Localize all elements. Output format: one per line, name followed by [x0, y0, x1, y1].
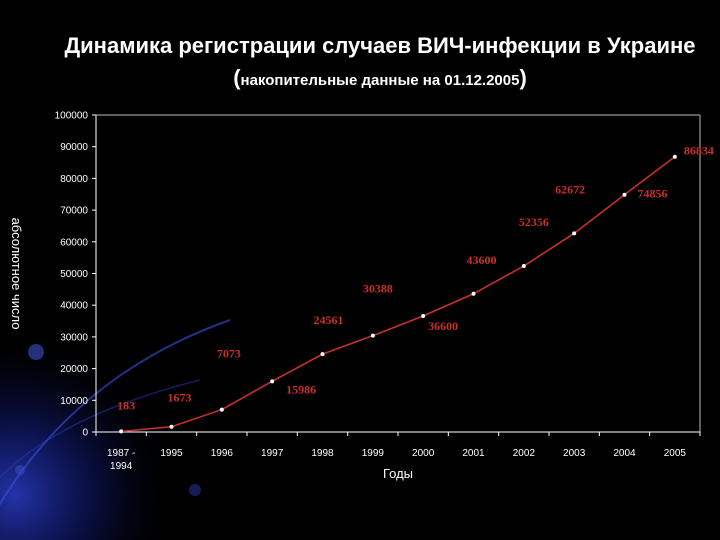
y-tick-label: 90000 [60, 142, 88, 153]
data-point [169, 424, 174, 429]
data-point [270, 379, 275, 384]
data-label: 52356 [519, 215, 549, 229]
data-point [471, 291, 476, 296]
data-point [219, 407, 224, 412]
chart-title-close: ) [519, 65, 527, 90]
data-point [320, 352, 325, 357]
data-labels: 183 1673 7073 15986 24561 30388 36600 43600 5235… [117, 144, 714, 413]
data-point [622, 192, 627, 197]
x-tick-label: 2001 [462, 448, 485, 459]
x-tick-label: 2002 [513, 448, 536, 459]
x-tick-label: 2004 [613, 448, 636, 459]
y-tick-label: 0 [82, 428, 88, 439]
data-label: 24561 [314, 313, 344, 327]
data-label: 36600 [428, 319, 458, 333]
x-tick-label: 2000 [412, 448, 435, 459]
x-tick-label: 1998 [311, 448, 334, 459]
x-tick-label: 2003 [563, 448, 586, 459]
y-tick-label: 30000 [60, 332, 88, 343]
data-label: 183 [117, 398, 135, 412]
axes [92, 114, 701, 436]
data-label: 15986 [286, 382, 316, 396]
data-label: 62672 [555, 182, 585, 196]
tick-labels: 0 10000 20000 30000 40000 50000 60000 70000 8000… [55, 111, 687, 473]
chart-title-main: Динамика регистрации случаев ВИЧ-инфекци… [64, 33, 696, 90]
data-label: 30388 [363, 282, 393, 296]
x-axis-title: Годы [383, 466, 413, 481]
data-label: 86834 [684, 144, 714, 158]
x-tick-label: 1999 [362, 448, 385, 459]
y-axis-title: абсолютное число [9, 218, 24, 330]
y-tick-label: 100000 [55, 111, 89, 122]
chart-title: Динамика регистрации случаев ВИЧ-инфекци… [60, 30, 700, 97]
y-tick-label: 50000 [60, 269, 88, 280]
data-label: 74856 [638, 187, 668, 201]
chart-title-date: накопительные данные на 01.12.2005 [240, 72, 520, 89]
y-tick-label: 80000 [60, 174, 88, 185]
data-point [672, 154, 677, 159]
x-tick-label: 1987 -1994 [107, 448, 135, 472]
x-tick-label: 2005 [664, 448, 687, 459]
y-tick-label: 70000 [60, 206, 88, 217]
data-point [370, 333, 375, 338]
series-line [119, 154, 677, 434]
data-point [572, 231, 577, 236]
x-tick-label: 1997 [261, 448, 284, 459]
data-point [421, 313, 426, 318]
y-tick-label: 20000 [60, 364, 88, 375]
data-point [521, 264, 526, 269]
data-point [119, 429, 124, 434]
y-tick-label: 40000 [60, 301, 88, 312]
data-label: 43600 [467, 253, 497, 267]
y-tick-label: 60000 [60, 237, 88, 248]
y-tick-label: 10000 [60, 396, 88, 407]
data-label: 7073 [217, 347, 241, 361]
data-label: 1673 [168, 391, 192, 405]
x-tick-label: 1996 [211, 448, 234, 459]
x-tick-label: 1995 [160, 448, 183, 459]
series-line-path [121, 156, 676, 433]
